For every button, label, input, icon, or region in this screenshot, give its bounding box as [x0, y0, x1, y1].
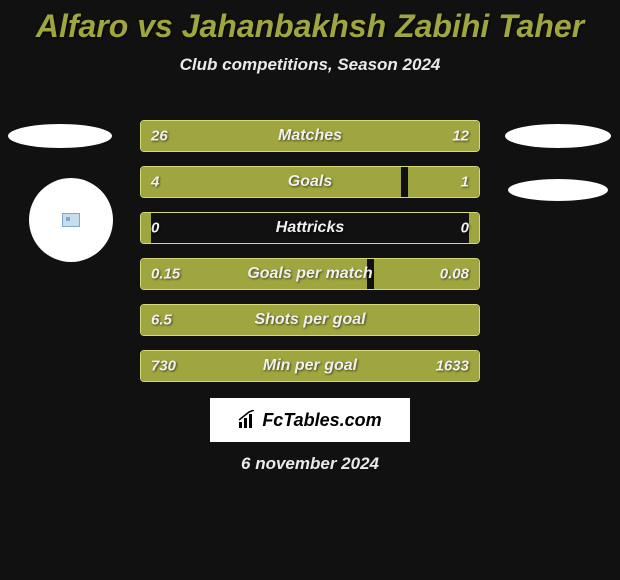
player1-ellipse1 — [8, 124, 112, 148]
stat-label: Matches — [278, 127, 342, 145]
stat-label: Goals — [288, 173, 332, 191]
stat-value-right: 1 — [461, 174, 469, 191]
stat-value-right: 0.08 — [440, 266, 469, 283]
player2-ellipse1 — [505, 124, 611, 148]
stat-value-left: 0 — [151, 220, 159, 237]
stat-row: Goals 4 1 — [140, 166, 480, 198]
stat-value-right: 12 — [452, 128, 469, 145]
stat-value-left: 6.5 — [151, 312, 172, 329]
bar-right — [469, 213, 479, 243]
stat-value-left: 4 — [151, 174, 159, 191]
stat-value-left: 730 — [151, 358, 176, 375]
logo-text: FcTables.com — [262, 410, 381, 431]
bar-left — [141, 213, 151, 243]
stat-row: Matches 26 12 — [140, 120, 480, 152]
stat-label: Min per goal — [263, 357, 357, 375]
comparison-date: 6 november 2024 — [0, 454, 620, 474]
player1-avatar — [29, 178, 113, 262]
stat-label: Goals per match — [247, 265, 372, 283]
bar-gap — [401, 167, 408, 197]
comparison-title: Alfaro vs Jahanbakhsh Zabihi Taher — [0, 0, 620, 45]
stat-label: Shots per goal — [254, 311, 365, 329]
stat-value-left: 26 — [151, 128, 168, 145]
stat-value-right: 1633 — [436, 358, 469, 375]
stat-value-right: 0 — [461, 220, 469, 237]
chart-bars-icon — [238, 410, 258, 430]
stat-row: Min per goal 730 1633 — [140, 350, 480, 382]
stat-label: Hattricks — [276, 219, 344, 237]
comparison-chart: Matches 26 12 Goals 4 1 Hattricks 0 0 Goals per m… — [140, 120, 480, 396]
placeholder-image-icon — [62, 213, 80, 227]
player2-ellipse2 — [508, 179, 608, 201]
stat-row: Goals per match 0.15 0.08 — [140, 258, 480, 290]
comparison-subtitle: Club competitions, Season 2024 — [0, 55, 620, 75]
stat-row: Shots per goal 6.5 — [140, 304, 480, 336]
fctables-logo: FcTables.com — [210, 398, 410, 442]
stat-row: Hattricks 0 0 — [140, 212, 480, 244]
stat-value-left: 0.15 — [151, 266, 180, 283]
bar-left — [141, 167, 401, 197]
